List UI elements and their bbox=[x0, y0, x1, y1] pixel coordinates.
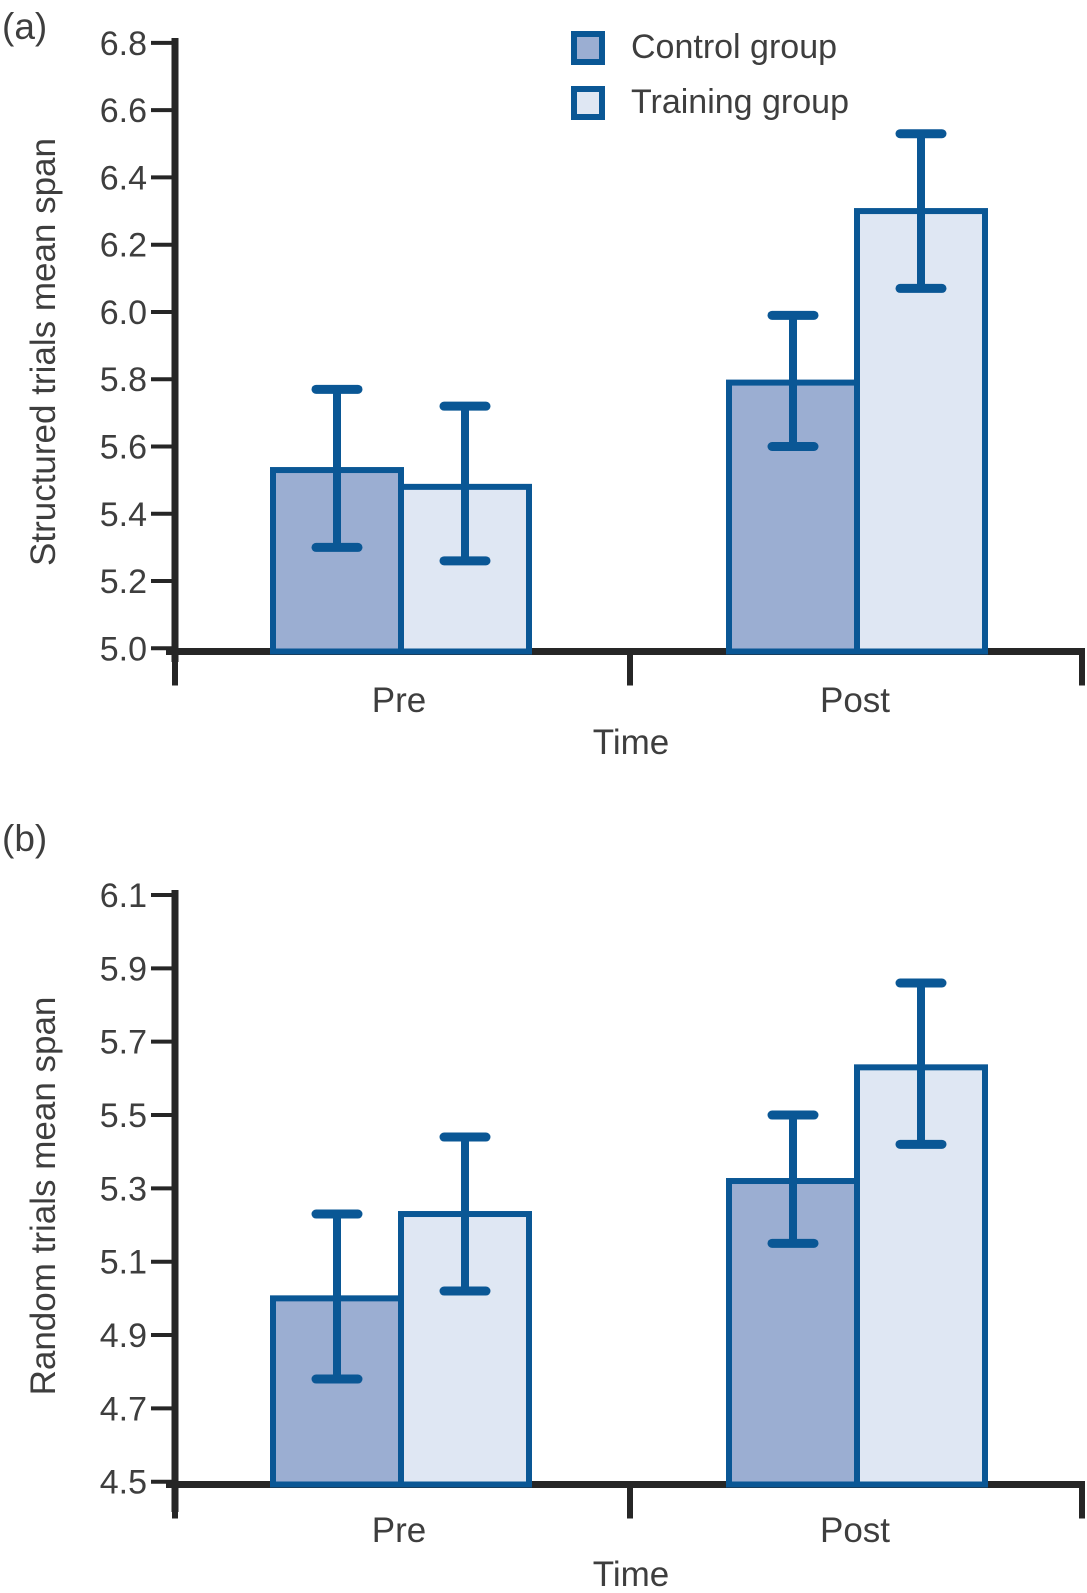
panel-b-y-tick-label: 5.3 bbox=[100, 1170, 147, 1208]
panel-a-y-tick-label: 6.6 bbox=[100, 92, 147, 130]
legend: Control group Training group bbox=[571, 28, 849, 122]
panel-a-x-category-label-pre: Pre bbox=[372, 681, 426, 720]
legend-item-training: Training group bbox=[571, 83, 849, 122]
panel-b-label: (b) bbox=[2, 818, 48, 859]
panel-b-y-tick-label: 5.7 bbox=[100, 1024, 147, 1062]
panel-a-x-category-label-post: Post bbox=[820, 681, 890, 720]
x-axis-title-b: Time bbox=[592, 1555, 670, 1593]
panel-b-y-tick-label: 6.1 bbox=[100, 877, 147, 915]
panel-b-x-category-label-post: Post bbox=[820, 1511, 890, 1550]
panel-a-y-tick-label: 6.4 bbox=[100, 159, 147, 197]
panel-a-y-tick-label: 6.8 bbox=[100, 25, 147, 63]
legend-swatch-training-icon bbox=[571, 85, 605, 120]
panel-a-y-tick-label: 6.2 bbox=[100, 227, 147, 265]
panel-a-y-tick-label: 5.0 bbox=[100, 630, 147, 668]
legend-label-training: Training group bbox=[631, 83, 849, 121]
panel-a-label: (a) bbox=[2, 6, 48, 47]
panel-b-x-category-label-pre: Pre bbox=[372, 1511, 426, 1550]
panel-b-y-tick-label: 5.1 bbox=[100, 1244, 147, 1282]
y-axis-label-random: Random trials mean span bbox=[24, 996, 63, 1396]
panel-b-y-tick-label: 5.9 bbox=[100, 950, 147, 988]
legend-item-control: Control group bbox=[571, 28, 849, 67]
y-axis-label-structured: Structured trials mean span bbox=[24, 138, 63, 566]
panel-a-y-tick-label: 5.8 bbox=[100, 361, 147, 399]
x-axis-title-a: Time bbox=[592, 723, 670, 762]
panel-a-y-tick-label: 5.6 bbox=[100, 429, 147, 467]
legend-swatch-control-icon bbox=[571, 30, 605, 65]
panel-a-y-tick-label: 5.2 bbox=[100, 563, 147, 601]
panel-b-y-tick-label: 4.7 bbox=[100, 1390, 147, 1428]
panel-b-y-tick-label: 4.5 bbox=[100, 1464, 147, 1502]
panel-b-y-tick-label: 5.5 bbox=[100, 1097, 147, 1135]
panel-b-y-tick-label: 4.9 bbox=[100, 1317, 147, 1355]
panel-a-y-tick-label: 5.4 bbox=[100, 496, 147, 534]
panel-a-y-tick-label: 6.0 bbox=[100, 294, 147, 332]
legend-label-control: Control group bbox=[631, 28, 838, 66]
